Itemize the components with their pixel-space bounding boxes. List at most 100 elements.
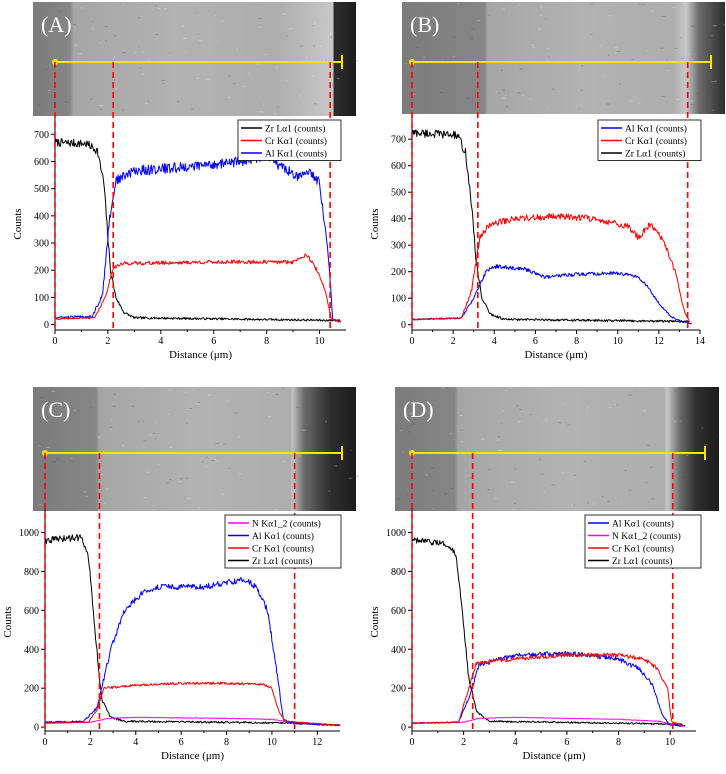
x-axis-label: Distance (μm) xyxy=(161,750,224,762)
x-tick-label: 6 xyxy=(564,737,569,748)
panel-b: (B) 0 2 4 6 8 10 12 14 0 100 200 300 400 500 600 700 Dist… xyxy=(369,2,726,361)
series-line-al xyxy=(54,151,341,323)
series-line-cr xyxy=(411,212,691,323)
axes: 0 2 4 6 8 10 12 0 200 400 600 800 1000 xyxy=(19,509,340,748)
x-tick-label: 0 xyxy=(410,737,415,748)
legend-label: N Kα1_2 (counts) xyxy=(612,531,681,542)
series-line-al xyxy=(44,577,341,727)
series-line-al xyxy=(411,264,693,325)
y-tick-label: 200 xyxy=(391,267,406,278)
x-tick-label: 0 xyxy=(43,737,48,748)
x-tick-label: 4 xyxy=(158,336,163,347)
y-tick-label: 1000 xyxy=(386,528,406,539)
x-tick-label: 2 xyxy=(88,737,93,748)
y-tick-label: 0 xyxy=(34,723,39,734)
sem-micrograph xyxy=(33,387,356,511)
x-tick-label: 10 xyxy=(665,737,675,748)
y-tick-label: 200 xyxy=(391,684,406,695)
x-tick-label: 4 xyxy=(133,737,138,748)
y-tick-label: 100 xyxy=(34,293,49,304)
x-tick-label: 4 xyxy=(513,737,518,748)
legend-label: Al Kα1 (counts) xyxy=(625,124,687,135)
sem-texture xyxy=(405,3,726,113)
legend-label: Zr Lα1 (counts) xyxy=(612,556,672,567)
panel-label: (C) xyxy=(41,397,70,422)
x-tick-label: 8 xyxy=(616,737,621,748)
x-tick-label: 2 xyxy=(461,737,466,748)
series-line-zr xyxy=(411,129,690,323)
series-line-cr xyxy=(411,652,683,727)
x-tick-label: 6 xyxy=(179,737,184,748)
legend-label: Al Kα1 (counts) xyxy=(265,149,327,160)
panel-label: (D) xyxy=(403,397,434,422)
y-axis-label: Counts xyxy=(369,606,381,637)
y-tick-label: 700 xyxy=(34,130,49,141)
y-axis-label: Counts xyxy=(12,208,24,239)
y-tick-label: 600 xyxy=(391,606,406,617)
sem-micrograph xyxy=(395,387,719,511)
legend-label: Cr Kα1 (counts) xyxy=(252,544,314,555)
x-tick-label: 8 xyxy=(264,336,269,347)
y-tick-label: 800 xyxy=(391,567,406,578)
y-tick-label: 400 xyxy=(391,214,406,225)
y-tick-label: 0 xyxy=(401,320,406,331)
series-line-cr xyxy=(54,253,341,323)
legend-label: Al Kα1 (counts) xyxy=(252,531,314,542)
x-axis-label: Distance (μm) xyxy=(169,349,232,361)
y-tick-label: 400 xyxy=(391,645,406,656)
sem-texture xyxy=(33,387,359,510)
series-line-zr xyxy=(411,537,683,726)
x-tick-label: 2 xyxy=(451,336,456,347)
sem-texture xyxy=(396,387,720,510)
x-tick-label: 6 xyxy=(533,336,538,347)
series-line-al xyxy=(411,650,686,727)
y-tick-label: 400 xyxy=(34,211,49,222)
y-tick-label: 0 xyxy=(44,320,49,331)
legend-box xyxy=(584,514,702,569)
legend-label: Cr Kα1 (counts) xyxy=(265,136,327,147)
y-tick-label: 600 xyxy=(391,161,406,172)
x-tick-label: 8 xyxy=(224,737,229,748)
y-tick-label: 500 xyxy=(391,188,406,199)
y-tick-label: 300 xyxy=(391,241,406,252)
series-line-cr xyxy=(44,681,341,726)
series-line-zr xyxy=(54,138,341,322)
x-tick-label: 10 xyxy=(267,737,277,748)
sem-micrograph xyxy=(402,2,725,114)
y-tick-label: 300 xyxy=(34,239,49,250)
sem-texture xyxy=(37,2,359,115)
legend-label: Zr Lα1 (counts) xyxy=(252,556,312,567)
x-tick-label: 8 xyxy=(574,336,579,347)
panel-d: (D) 0 2 4 6 8 10 0 200 400 600 800 1000 Distance (μm)… xyxy=(369,387,720,762)
axes: 0 2 4 6 8 10 12 14 0 100 200 300 400 500 600 700 xyxy=(391,114,705,347)
x-axis-label: Distance (μm) xyxy=(524,349,587,361)
panel-label: (A) xyxy=(41,12,72,37)
panel-a: (A)0 2 4 6 8 100100200300400500600700Distance… xyxy=(12,2,359,361)
y-tick-label: 100 xyxy=(391,294,406,305)
x-tick-label: 10 xyxy=(315,336,325,347)
y-axis-label: Counts xyxy=(2,606,14,637)
x-tick-label: 0 xyxy=(53,336,58,347)
x-tick-label: 4 xyxy=(492,336,497,347)
x-axis-label: Distance (μm) xyxy=(522,750,585,762)
axes: 0 2 4 6 8 10 0 200 400 600 800 1000 xyxy=(386,509,696,748)
y-tick-label: 700 xyxy=(391,135,406,146)
x-tick-label: 12 xyxy=(654,336,664,347)
legend-label: Cr Kα1 (counts) xyxy=(625,136,687,147)
legend-label: N Kα1_2 (counts) xyxy=(252,519,321,530)
y-tick-label: 600 xyxy=(34,157,49,168)
panel-c: (C) 0 2 4 6 8 10 12 0 200 400 600 800 1000 Distance (μ… xyxy=(2,387,359,762)
y-tick-label: 500 xyxy=(34,184,49,195)
legend-box xyxy=(224,514,342,569)
x-tick-label: 2 xyxy=(105,336,110,347)
y-tick-label: 200 xyxy=(34,266,49,277)
legend-label: Al Kα1 (counts) xyxy=(612,519,674,530)
x-tick-label: 0 xyxy=(410,336,415,347)
x-tick-label: 6 xyxy=(211,336,216,347)
series-line-zr xyxy=(44,534,341,726)
y-tick-label: 0 xyxy=(401,723,406,734)
y-axis-label: Counts xyxy=(369,208,381,239)
legend-label: Cr Kα1 (counts) xyxy=(612,544,674,555)
sem-micrograph xyxy=(33,2,356,116)
